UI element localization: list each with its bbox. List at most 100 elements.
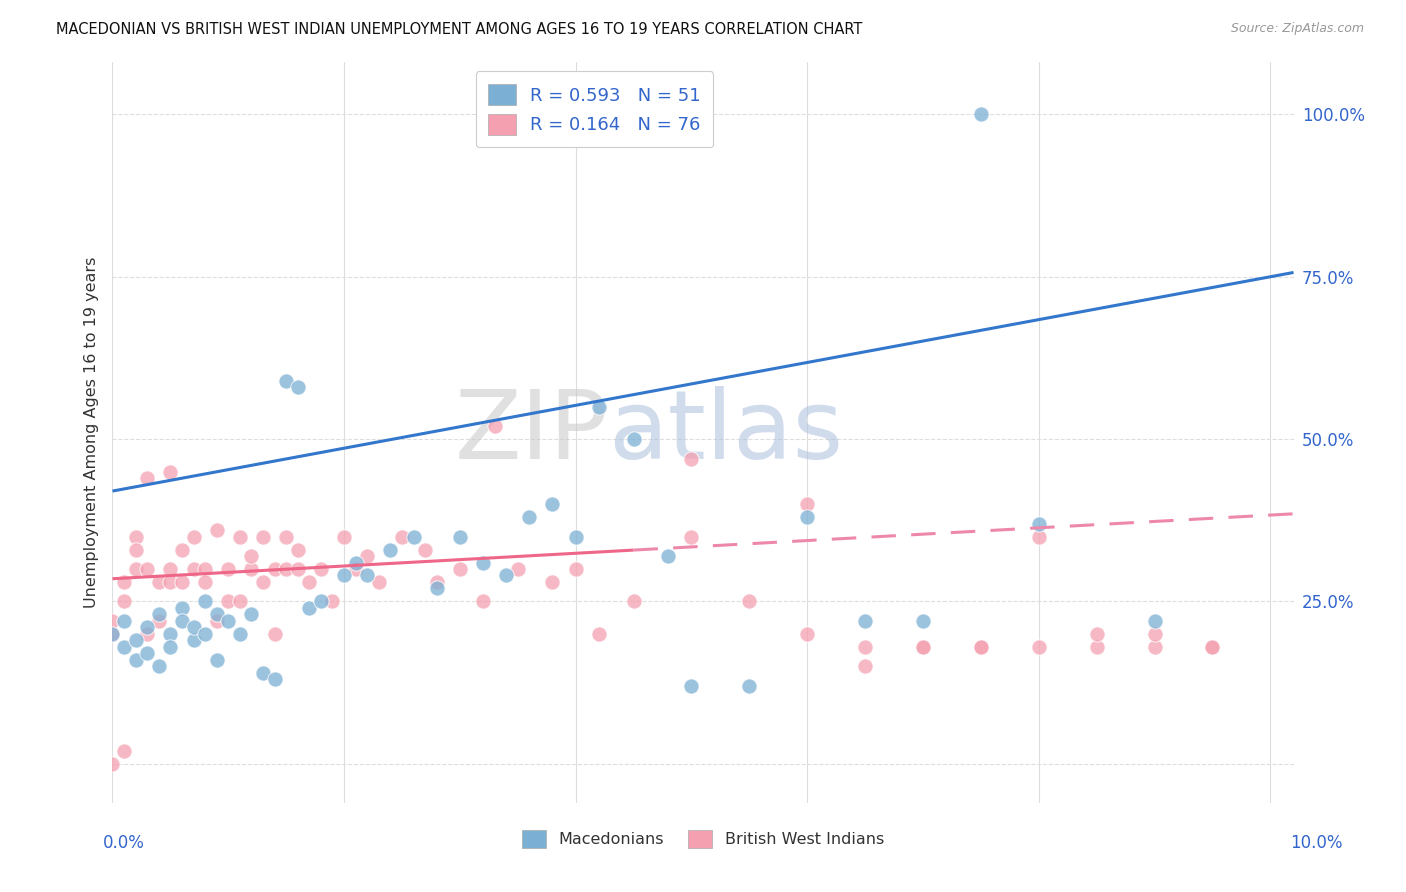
- Point: [159, 465, 181, 479]
- Point: [217, 614, 239, 628]
- Point: [970, 107, 993, 121]
- Point: [240, 562, 263, 576]
- Point: [229, 594, 252, 608]
- Text: 0.0%: 0.0%: [103, 834, 145, 852]
- Point: [1085, 640, 1108, 654]
- Point: [911, 614, 934, 628]
- Point: [287, 542, 309, 557]
- Point: [159, 640, 181, 654]
- Point: [738, 594, 761, 608]
- Point: [309, 562, 332, 576]
- Text: atlas: atlas: [609, 386, 844, 479]
- Point: [124, 542, 146, 557]
- Point: [136, 647, 159, 661]
- Point: [205, 523, 228, 537]
- Point: [1085, 627, 1108, 641]
- Point: [506, 562, 529, 576]
- Point: [1201, 640, 1223, 654]
- Point: [148, 614, 170, 628]
- Point: [623, 594, 645, 608]
- Point: [344, 562, 367, 576]
- Point: [391, 529, 413, 543]
- Point: [472, 556, 495, 570]
- Point: [217, 594, 239, 608]
- Point: [159, 574, 181, 589]
- Point: [796, 510, 818, 524]
- Point: [970, 640, 993, 654]
- Point: [263, 562, 285, 576]
- Text: Source: ZipAtlas.com: Source: ZipAtlas.com: [1230, 22, 1364, 36]
- Point: [1201, 640, 1223, 654]
- Point: [124, 653, 146, 667]
- Point: [657, 549, 679, 563]
- Point: [380, 542, 402, 557]
- Text: MACEDONIAN VS BRITISH WEST INDIAN UNEMPLOYMENT AMONG AGES 16 TO 19 YEARS CORRELA: MACEDONIAN VS BRITISH WEST INDIAN UNEMPL…: [56, 22, 863, 37]
- Point: [367, 574, 389, 589]
- Point: [183, 562, 205, 576]
- Point: [205, 607, 228, 622]
- Point: [738, 679, 761, 693]
- Point: [472, 594, 495, 608]
- Point: [484, 419, 506, 434]
- Point: [287, 380, 309, 394]
- Point: [240, 607, 263, 622]
- Point: [449, 529, 471, 543]
- Point: [112, 744, 135, 758]
- Point: [588, 627, 610, 641]
- Point: [1143, 627, 1166, 641]
- Point: [298, 574, 321, 589]
- Point: [217, 562, 239, 576]
- Point: [136, 627, 159, 641]
- Point: [298, 601, 321, 615]
- Point: [194, 627, 217, 641]
- Point: [970, 640, 993, 654]
- Point: [183, 633, 205, 648]
- Point: [321, 594, 343, 608]
- Point: [402, 529, 425, 543]
- Point: [517, 510, 540, 524]
- Point: [124, 633, 146, 648]
- Point: [112, 594, 135, 608]
- Point: [276, 529, 298, 543]
- Point: [623, 432, 645, 446]
- Point: [194, 574, 217, 589]
- Point: [159, 627, 181, 641]
- Point: [356, 549, 378, 563]
- Point: [911, 640, 934, 654]
- Point: [205, 614, 228, 628]
- Point: [148, 659, 170, 673]
- Point: [263, 627, 285, 641]
- Point: [183, 620, 205, 634]
- Point: [796, 497, 818, 511]
- Legend: Macedonians, British West Indians: Macedonians, British West Indians: [512, 820, 894, 858]
- Point: [229, 627, 252, 641]
- Text: 10.0%: 10.0%: [1291, 834, 1343, 852]
- Point: [112, 614, 135, 628]
- Text: ZIP: ZIP: [454, 386, 609, 479]
- Point: [252, 574, 274, 589]
- Point: [681, 529, 703, 543]
- Y-axis label: Unemployment Among Ages 16 to 19 years: Unemployment Among Ages 16 to 19 years: [84, 257, 100, 608]
- Point: [124, 562, 146, 576]
- Point: [170, 601, 193, 615]
- Point: [101, 627, 124, 641]
- Point: [564, 562, 586, 576]
- Point: [183, 529, 205, 543]
- Point: [356, 568, 378, 582]
- Point: [148, 574, 170, 589]
- Point: [495, 568, 517, 582]
- Point: [229, 529, 252, 543]
- Point: [170, 542, 193, 557]
- Point: [681, 679, 703, 693]
- Point: [564, 529, 586, 543]
- Point: [101, 756, 124, 771]
- Point: [1028, 516, 1050, 531]
- Point: [276, 374, 298, 388]
- Point: [1028, 529, 1050, 543]
- Point: [333, 529, 356, 543]
- Point: [252, 665, 274, 680]
- Point: [309, 594, 332, 608]
- Point: [541, 497, 564, 511]
- Point: [263, 673, 285, 687]
- Point: [136, 471, 159, 485]
